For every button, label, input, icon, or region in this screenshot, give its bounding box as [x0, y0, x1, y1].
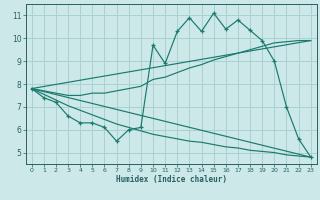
X-axis label: Humidex (Indice chaleur): Humidex (Indice chaleur) [116, 175, 227, 184]
